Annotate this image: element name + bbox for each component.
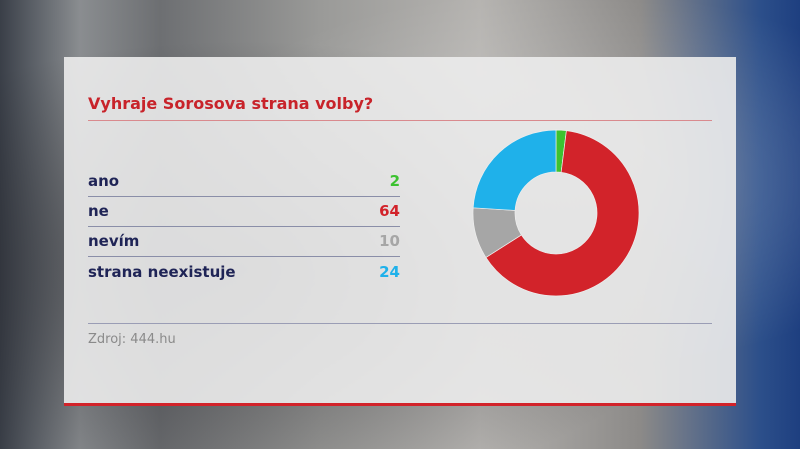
legend-row: strana neexistuje 24 (88, 257, 400, 287)
value-label: 10 (379, 232, 400, 250)
category-label: ano (88, 172, 120, 190)
title-divider (88, 120, 712, 121)
category-label: ne (88, 202, 109, 220)
donut-slice-strana-neexistuje (472, 129, 557, 211)
chart-title: Vyhraje Sorosova strana volby? (88, 94, 374, 113)
donut-slice-ne (485, 130, 640, 297)
value-label: 64 (379, 202, 400, 220)
value-label: 24 (379, 263, 400, 281)
source-label: Zdroj: 444.hu (88, 332, 176, 347)
source-divider (88, 323, 712, 324)
value-label: 2 (389, 172, 400, 190)
legend-row: nevím 10 (88, 227, 400, 257)
category-label: strana neexistuje (88, 263, 236, 281)
category-label: nevím (88, 232, 140, 250)
donut-chart (472, 129, 640, 297)
legend-row: ne 64 (88, 197, 400, 227)
poll-panel: Vyhraje Sorosova strana volby? ano 2 ne 64 n… (64, 57, 736, 406)
legend-row: ano 2 (88, 167, 400, 197)
